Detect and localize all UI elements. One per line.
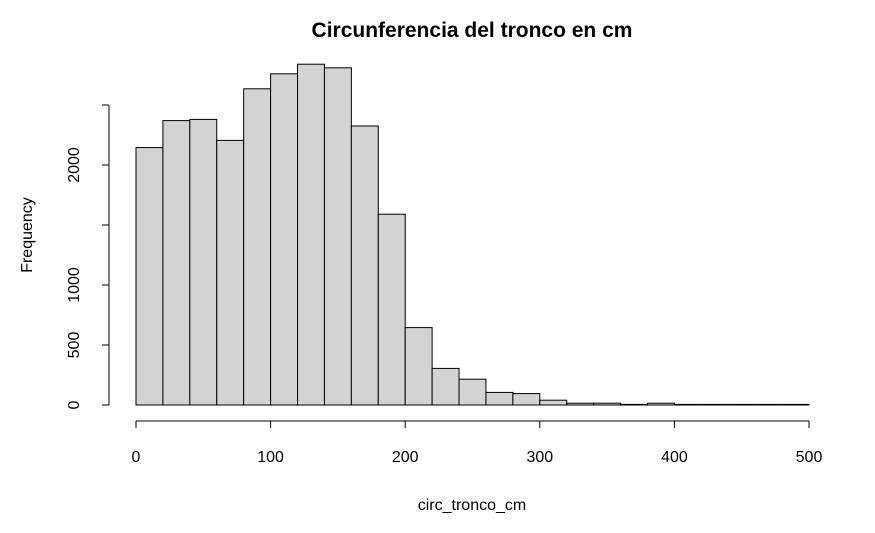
histogram-bar	[135, 147, 164, 406]
x-axis-label: circ_tronco_cm	[418, 497, 526, 514]
x-tick-label: 500	[796, 449, 823, 466]
x-tick-label: 100	[257, 449, 284, 466]
histogram-bar	[270, 73, 299, 406]
histogram-bar	[566, 402, 595, 406]
histogram-bar	[673, 403, 702, 406]
histogram-bar	[700, 403, 729, 406]
histogram-bar	[243, 88, 272, 406]
histogram-bar	[216, 139, 245, 406]
x-tick-label: 200	[392, 449, 419, 466]
x-axis: 0 100 200 300 400 500	[132, 420, 823, 466]
x-tick-label: 0	[132, 449, 141, 466]
histogram-bar	[297, 63, 325, 406]
histogram-bar	[431, 367, 460, 406]
histogram-bar	[620, 403, 648, 406]
histogram-bar	[781, 403, 810, 406]
histogram-bar	[754, 403, 783, 406]
histogram-bar	[727, 403, 756, 406]
histogram-bar	[404, 327, 433, 406]
histogram-bar	[189, 118, 218, 406]
y-tick-label: 1000	[66, 267, 83, 303]
histogram-bar	[539, 399, 568, 406]
histogram-bar	[593, 402, 622, 406]
histogram-bar	[646, 402, 675, 406]
chart-title: Circunferencia del tronco en cm	[312, 19, 633, 42]
y-tick-label: 500	[66, 332, 83, 359]
bars-group	[135, 63, 810, 406]
histogram-bar	[485, 391, 514, 406]
y-axis: 0 500 1000 2000	[66, 104, 110, 409]
x-tick-label: 300	[526, 449, 553, 466]
y-axis-label: Frequency	[19, 197, 36, 273]
x-tick-label: 400	[661, 449, 688, 466]
histogram-bar	[377, 213, 406, 406]
histogram-bar	[162, 120, 191, 406]
histogram-bar	[323, 67, 352, 406]
histogram-bar	[350, 125, 379, 406]
y-tick-label: 0	[66, 400, 83, 409]
y-tick-label: 2000	[66, 147, 83, 183]
histogram-bar	[512, 393, 541, 406]
histogram-bar	[458, 378, 487, 406]
